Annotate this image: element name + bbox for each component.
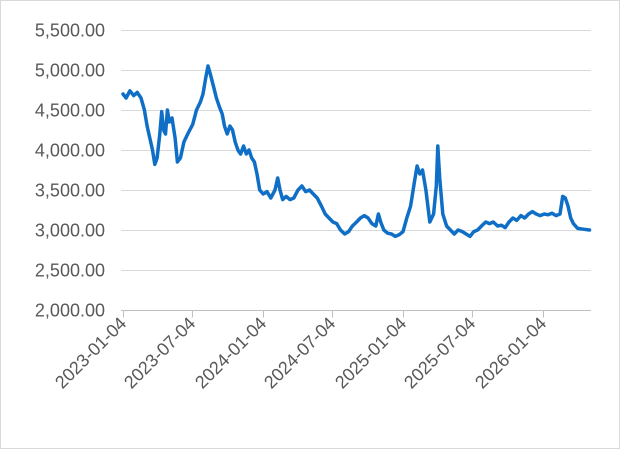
x-tick-label: 2024-01-04 — [191, 313, 270, 392]
gridlines — [121, 30, 591, 271]
series — [121, 64, 592, 239]
x-tick-label: 2026-01-04 — [471, 313, 550, 392]
x-tick-label: 2023-07-04 — [120, 313, 199, 392]
y-tick-label: 2,500.00 — [35, 261, 105, 281]
x-axis-labels: 2023-01-042023-07-042024-01-042024-07-04… — [51, 313, 550, 392]
x-tick-label: 2024-07-04 — [260, 313, 339, 392]
x-axis — [121, 310, 591, 318]
y-tick-label: 4,500.00 — [35, 101, 105, 121]
x-tick-label: 2025-07-04 — [400, 313, 479, 392]
y-tick-label: 5,500.00 — [35, 21, 105, 41]
series-line — [121, 64, 592, 239]
y-axis: 2,000.00 2,500.00 3,000.00 3,500.00 4,000.00… — [35, 21, 105, 321]
y-tick-label: 4,000.00 — [35, 141, 105, 161]
y-tick-label: 3,500.00 — [35, 181, 105, 201]
y-tick-label: 2,000.00 — [35, 301, 105, 321]
y-tick-label: 5,000.00 — [35, 61, 105, 81]
y-tick-label: 3,000.00 — [35, 221, 105, 241]
x-tick-label: 2025-01-04 — [331, 313, 410, 392]
x-tick-label: 2023-01-04 — [51, 313, 130, 392]
